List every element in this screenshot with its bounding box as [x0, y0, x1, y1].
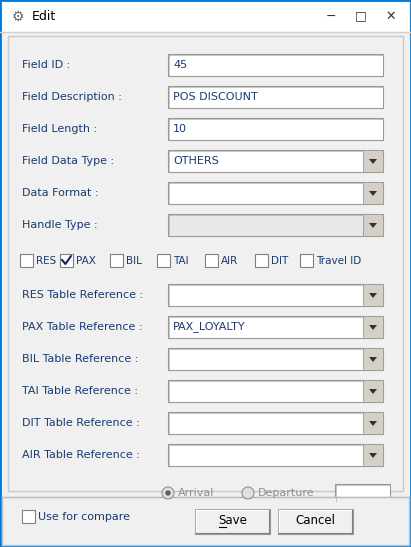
Polygon shape [369, 421, 377, 426]
Text: ⚙: ⚙ [12, 10, 24, 24]
Polygon shape [369, 389, 377, 394]
Polygon shape [369, 357, 377, 362]
Text: Field Length :: Field Length : [22, 124, 97, 134]
Bar [168, 348, 383, 370]
Bar [2, 497, 409, 545]
Bar [2, 2, 409, 32]
Text: DIT Table Reference :: DIT Table Reference : [22, 418, 140, 428]
Text: Data Format :: Data Format : [22, 188, 99, 198]
Bar [363, 348, 383, 370]
Text: BIL: BIL [126, 255, 142, 265]
Bar [168, 380, 383, 402]
Bar [168, 316, 383, 338]
Circle shape [162, 487, 174, 499]
Bar [157, 254, 170, 267]
Text: TAI: TAI [173, 255, 189, 265]
Bar [168, 150, 383, 172]
Bar [335, 484, 390, 502]
Text: Field Data Type :: Field Data Type : [22, 156, 114, 166]
Text: POS DISCOUNT: POS DISCOUNT [173, 92, 258, 102]
Bar [195, 509, 270, 533]
Text: 10: 10 [173, 124, 187, 134]
Text: □: □ [355, 9, 367, 22]
Text: AIR Table Reference :: AIR Table Reference : [22, 450, 140, 460]
Bar [8, 36, 403, 491]
Polygon shape [369, 191, 377, 196]
Polygon shape [369, 223, 377, 228]
Bar [168, 86, 383, 108]
Bar [363, 316, 383, 338]
Text: BIL Table Reference :: BIL Table Reference : [22, 354, 139, 364]
Bar [20, 254, 33, 267]
Circle shape [165, 490, 171, 496]
Circle shape [242, 487, 254, 499]
Bar [168, 284, 383, 306]
Bar [168, 214, 383, 236]
Bar [168, 444, 383, 466]
Bar [278, 509, 353, 533]
Bar [300, 254, 313, 267]
Bar [363, 284, 383, 306]
Text: AIR: AIR [221, 255, 238, 265]
Text: OTHERS: OTHERS [173, 156, 219, 166]
Bar [363, 214, 383, 236]
Bar [168, 182, 383, 204]
Polygon shape [369, 453, 377, 458]
Bar [110, 254, 123, 267]
Text: Cancel: Cancel [296, 515, 335, 527]
Text: 45: 45 [173, 60, 187, 70]
Text: Use for compare: Use for compare [38, 511, 130, 521]
Polygon shape [369, 159, 377, 164]
Text: TAI Table Reference :: TAI Table Reference : [22, 386, 138, 396]
Text: Arrival: Arrival [178, 488, 215, 498]
Bar [363, 150, 383, 172]
Text: Travel ID: Travel ID [316, 255, 361, 265]
Text: PAX Table Reference :: PAX Table Reference : [22, 322, 143, 332]
Bar [168, 54, 383, 76]
Text: Departure: Departure [258, 488, 315, 498]
Text: Field ID :: Field ID : [22, 60, 70, 70]
Text: RES: RES [36, 255, 56, 265]
Bar [168, 412, 383, 434]
Text: Handle Type :: Handle Type : [22, 220, 98, 230]
Text: ✕: ✕ [386, 9, 396, 22]
Bar [363, 380, 383, 402]
Bar [22, 510, 35, 523]
Bar [363, 182, 383, 204]
Polygon shape [369, 325, 377, 330]
Text: RES Table Reference :: RES Table Reference : [22, 290, 143, 300]
Bar [363, 412, 383, 434]
Text: Field Description :: Field Description : [22, 92, 122, 102]
Text: Edit: Edit [32, 10, 56, 24]
Bar [60, 254, 73, 267]
Bar [255, 254, 268, 267]
Bar [363, 444, 383, 466]
Text: PAX_LOYALTY: PAX_LOYALTY [173, 322, 246, 333]
Bar [168, 118, 383, 140]
Text: DIT: DIT [271, 255, 288, 265]
Text: −: − [326, 9, 336, 22]
Text: PAX: PAX [76, 255, 96, 265]
Polygon shape [369, 293, 377, 298]
Bar [205, 254, 218, 267]
Text: Save: Save [218, 515, 247, 527]
